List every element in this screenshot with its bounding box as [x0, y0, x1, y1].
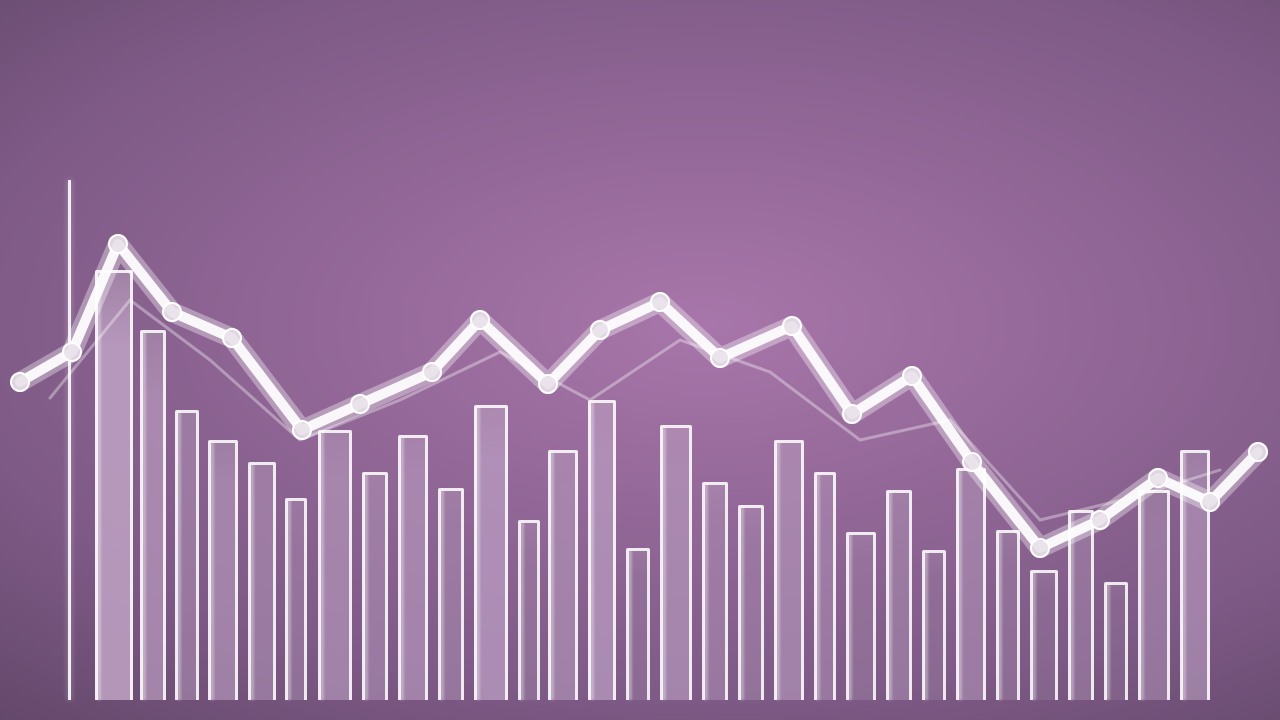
data-point-marker: [903, 367, 921, 385]
data-point-marker: [109, 235, 127, 253]
data-point-marker: [651, 293, 669, 311]
line-layer: [0, 0, 1280, 720]
data-point-marker: [423, 363, 441, 381]
data-point-marker: [293, 421, 311, 439]
data-point-marker: [1031, 539, 1049, 557]
data-point-marker: [1249, 443, 1267, 461]
data-point-marker: [223, 329, 241, 347]
data-point-marker: [11, 373, 29, 391]
primary-trend-glow: [20, 244, 1258, 548]
data-point-marker: [1091, 511, 1109, 529]
data-point-marker: [843, 405, 861, 423]
data-point-marker: [63, 343, 81, 361]
data-point-marker: [163, 303, 181, 321]
data-point-marker: [591, 321, 609, 339]
data-point-marker: [471, 311, 489, 329]
data-point-marker: [539, 375, 557, 393]
primary-trend-line: [20, 244, 1258, 548]
data-point-marker: [711, 349, 729, 367]
data-point-marker: [783, 317, 801, 335]
data-point-marker: [351, 395, 369, 413]
data-point-marker: [1149, 469, 1167, 487]
chart-canvas: [0, 0, 1280, 720]
data-point-marker: [1201, 493, 1219, 511]
data-point-marker: [963, 453, 981, 471]
